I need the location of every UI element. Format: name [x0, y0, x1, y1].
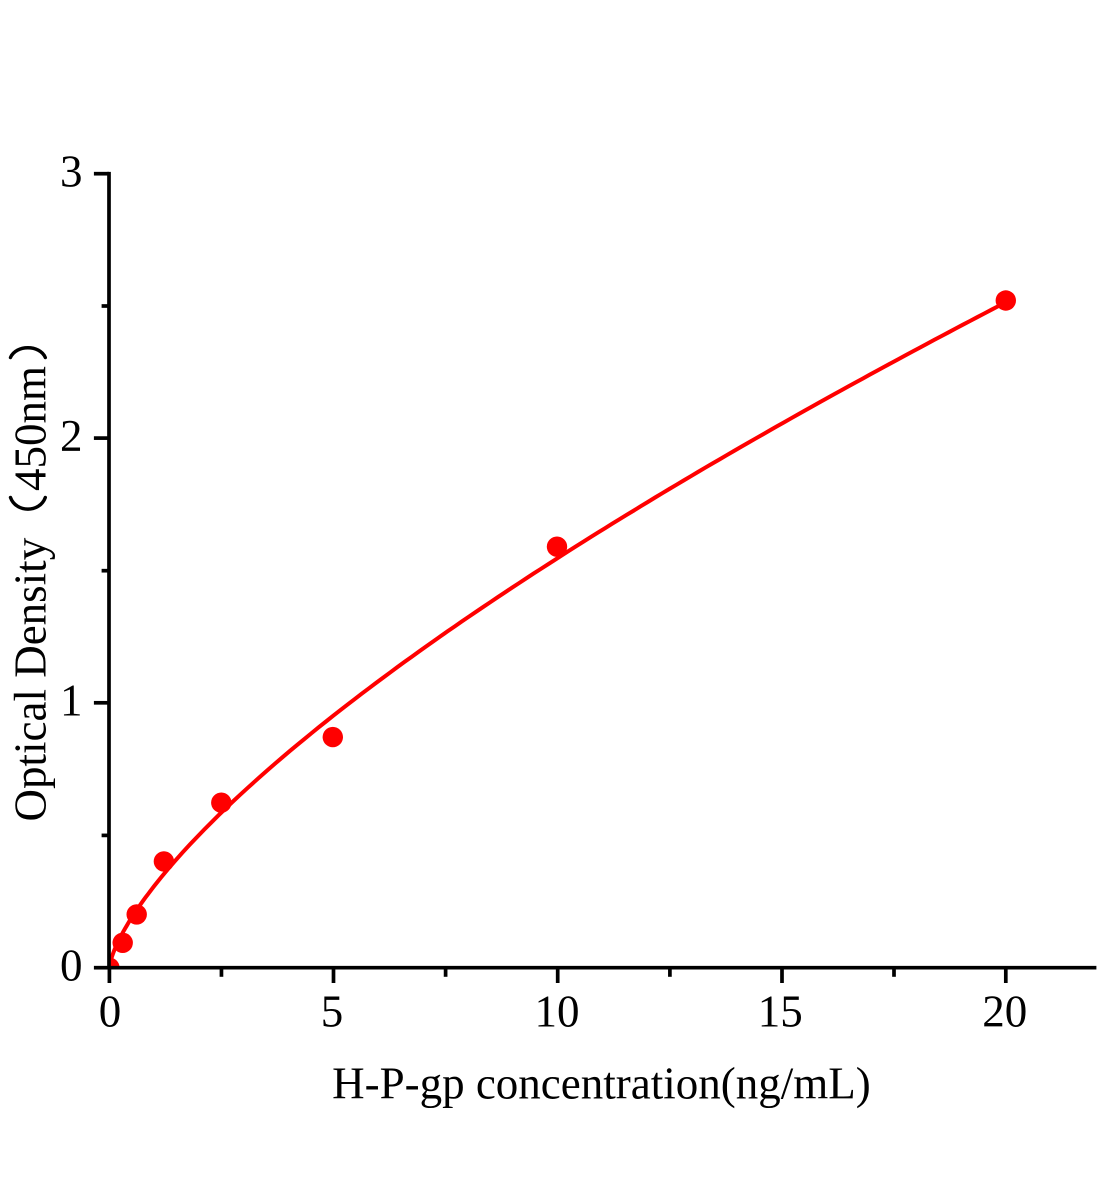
- svg-text:450nm: 450nm: [6, 366, 56, 491]
- svg-text:5: 5: [321, 987, 344, 1037]
- svg-text:Optical Density: Optical Density: [6, 537, 56, 821]
- svg-text:3: 3: [60, 147, 83, 197]
- svg-text:10: 10: [535, 987, 580, 1037]
- svg-text:0: 0: [99, 987, 122, 1037]
- svg-text:1: 1: [60, 676, 83, 726]
- svg-text:2: 2: [60, 411, 83, 461]
- svg-text:15: 15: [758, 987, 803, 1037]
- svg-text:0: 0: [60, 941, 83, 991]
- svg-text:H-P-gp concentration(ng/mL): H-P-gp concentration(ng/mL): [332, 1058, 871, 1108]
- svg-text:20: 20: [982, 987, 1027, 1037]
